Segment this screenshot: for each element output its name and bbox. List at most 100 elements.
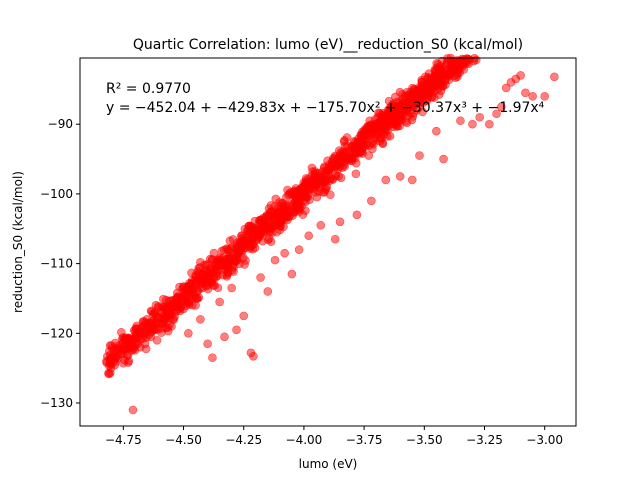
- scatter-point: [316, 220, 326, 230]
- equation-annotation: y = −452.04 + −429.83x + −175.70x² + −30…: [106, 100, 545, 116]
- scatter-point: [386, 119, 396, 129]
- scatter-point: [516, 71, 525, 80]
- scatter-point: [239, 311, 249, 321]
- scatter-point: [123, 358, 133, 367]
- plot-frame: [79, 57, 577, 427]
- y-tick-label: −120: [40, 326, 73, 340]
- x-tick-label: −3.00: [526, 433, 563, 447]
- scatter-point: [178, 282, 188, 292]
- scatter-point: [294, 198, 303, 208]
- scatter-point: [147, 307, 157, 317]
- scatter-point: [146, 318, 155, 328]
- scatter-point: [385, 131, 395, 141]
- y-axis-label: reduction_S0 (kcal/mol): [11, 171, 25, 313]
- scatter-point: [450, 65, 459, 75]
- scatter-point: [344, 148, 353, 157]
- scatter-point: [282, 192, 291, 202]
- x-tick-label: −4.00: [286, 433, 323, 447]
- scatter-point: [501, 83, 511, 93]
- scatter-point: [415, 151, 424, 160]
- scatter-point: [179, 304, 188, 314]
- scatter-point: [227, 283, 236, 293]
- scatter-point: [381, 175, 391, 185]
- scatter-points: [102, 53, 559, 415]
- scatter-point: [196, 315, 205, 324]
- scatter-point: [350, 143, 359, 153]
- x-tick-label: −3.25: [466, 433, 503, 447]
- scatter-point: [213, 283, 223, 293]
- scatter-point: [241, 256, 250, 265]
- scatter-point: [364, 151, 374, 160]
- scatter-point: [102, 356, 111, 366]
- scatter-point: [550, 72, 559, 82]
- scatter-point: [200, 273, 210, 282]
- scatter-point: [310, 176, 319, 185]
- scatter-point: [365, 141, 374, 150]
- scatter-point: [492, 109, 501, 119]
- scatter-point: [233, 245, 242, 255]
- scatter-point: [294, 245, 304, 254]
- scatter-point: [304, 231, 314, 241]
- scatter-point: [165, 301, 174, 311]
- scatter-point: [282, 201, 291, 211]
- y-tick-label: −130: [40, 396, 73, 410]
- scatter-point: [265, 223, 275, 232]
- scatter-point: [105, 368, 115, 378]
- x-axis-label: lumo (eV): [299, 457, 358, 471]
- r-squared-annotation: R² = 0.9770: [106, 81, 191, 97]
- scatter-point: [208, 353, 217, 363]
- scatter-point: [312, 192, 322, 202]
- scatter-point: [270, 255, 280, 265]
- scatter-point: [468, 119, 477, 129]
- scatter-point: [263, 287, 273, 296]
- scatter-point: [169, 315, 179, 324]
- x-tick-label: −3.50: [406, 433, 443, 447]
- scatter-point: [432, 126, 441, 136]
- scatter-point: [212, 268, 222, 278]
- scatter-point: [402, 118, 412, 128]
- scatter-point: [184, 328, 193, 338]
- scatter-point: [232, 325, 241, 335]
- scatter-point: [528, 92, 537, 101]
- scatter-point: [272, 227, 281, 237]
- scatter-point: [379, 115, 389, 125]
- y-axis-ticks: −130 −120 −110 −100 −90: [40, 117, 80, 410]
- y-tick-label: −110: [40, 257, 73, 271]
- scatter-point: [140, 328, 150, 338]
- scatter-point: [424, 87, 433, 96]
- scatter-point: [209, 248, 219, 258]
- scatter-point: [215, 297, 224, 307]
- scatter-point: [475, 112, 484, 122]
- scatter-point: [300, 181, 309, 190]
- scatter-point: [217, 246, 227, 256]
- scatter-point: [375, 125, 385, 135]
- scatter-point: [291, 189, 301, 198]
- y-tick-label: −90: [48, 117, 73, 131]
- scatter-point: [218, 254, 227, 263]
- scatter-point: [396, 101, 405, 110]
- scatter-point: [269, 216, 278, 225]
- scatter-point: [256, 273, 265, 282]
- scatter-point: [335, 159, 344, 168]
- scatter-point: [152, 335, 162, 345]
- scatter-point: [417, 97, 426, 106]
- x-tick-label: −4.50: [165, 433, 202, 447]
- scatter-point: [324, 164, 334, 174]
- scatter-point: [180, 290, 190, 300]
- scatter-point: [330, 234, 340, 244]
- scatter-point: [427, 74, 436, 84]
- scatter-point: [342, 133, 352, 142]
- scatter-point: [403, 90, 413, 100]
- scatter-point: [159, 294, 168, 304]
- scatter-point: [117, 335, 127, 344]
- scatter-point: [417, 77, 427, 87]
- scatter-point: [439, 154, 448, 164]
- scatter-point: [222, 270, 231, 280]
- scatter-point: [275, 206, 285, 215]
- scatter-point: [128, 405, 138, 415]
- scatter-point: [310, 184, 320, 194]
- scatter-point: [108, 352, 118, 361]
- scatter-point: [301, 192, 311, 201]
